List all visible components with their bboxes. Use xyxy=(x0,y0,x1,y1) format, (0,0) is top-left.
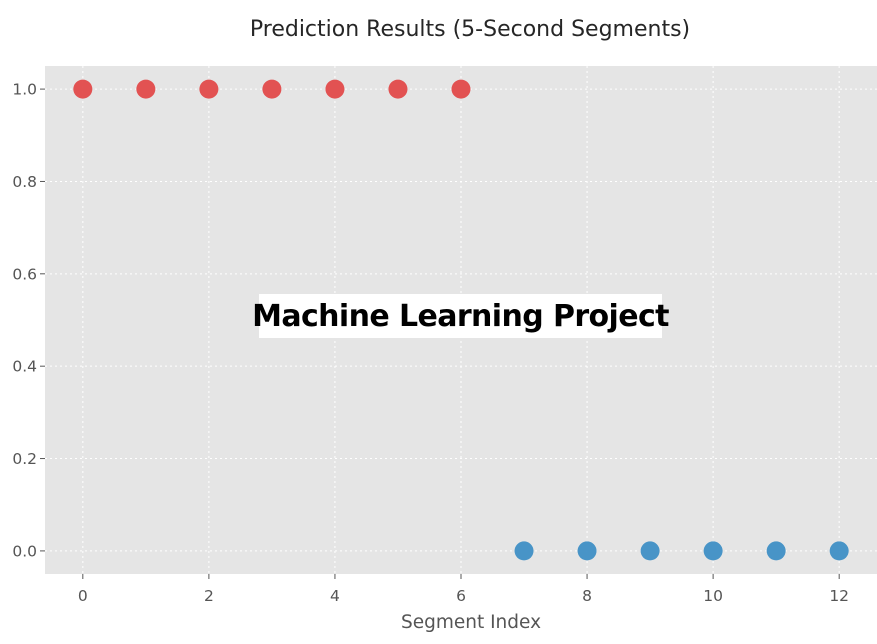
y-tick-label: 0.2 xyxy=(12,450,37,468)
x-tick-label: 12 xyxy=(829,587,849,605)
y-tick-label: 0.8 xyxy=(12,173,37,191)
watermark-overlay: Machine Learning Project xyxy=(252,294,670,338)
data-point xyxy=(325,79,345,99)
y-tick-label: 1.0 xyxy=(12,81,37,99)
data-point xyxy=(829,541,849,561)
data-point xyxy=(514,541,534,561)
data-point xyxy=(703,541,723,561)
x-tick-label: 8 xyxy=(582,587,592,605)
x-tick-label: 4 xyxy=(330,587,340,605)
data-point xyxy=(199,79,219,99)
data-point xyxy=(388,79,408,99)
data-point xyxy=(73,79,93,99)
x-tick-label: 0 xyxy=(78,587,88,605)
x-axis-label: Segment Index xyxy=(401,612,541,633)
x-tick-label: 10 xyxy=(703,587,723,605)
watermark-text: Machine Learning Project xyxy=(252,298,669,334)
data-point xyxy=(766,541,786,561)
data-points xyxy=(73,79,849,561)
y-tick-label: 0.4 xyxy=(12,358,37,376)
data-point xyxy=(577,541,597,561)
y-tick-label: 0.0 xyxy=(12,542,37,560)
x-tick-label: 2 xyxy=(204,587,214,605)
chart-title: Prediction Results (5-Second Segments) xyxy=(250,17,690,42)
data-point xyxy=(640,541,660,561)
x-tick-label: 6 xyxy=(456,587,466,605)
y-tick-label: 0.6 xyxy=(12,265,37,283)
data-point xyxy=(262,79,282,99)
data-point xyxy=(451,79,471,99)
data-point xyxy=(136,79,156,99)
axis-ticks: 0 2 4 6 8 10 12 0.0 0.2 0.4 0.6 0.8 1.0 xyxy=(12,81,849,605)
